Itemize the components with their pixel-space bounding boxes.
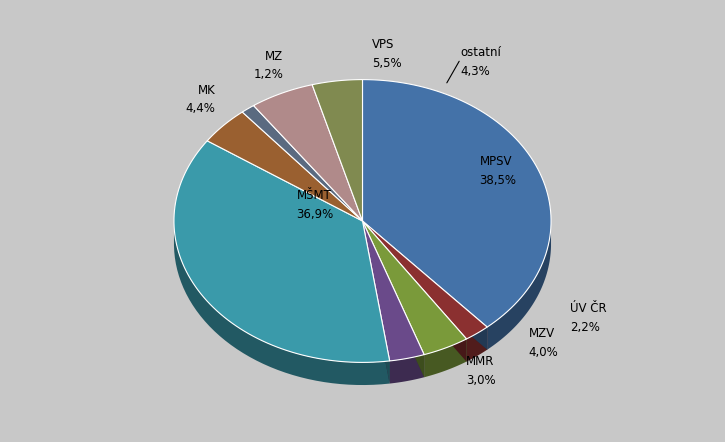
Polygon shape (362, 221, 389, 384)
Text: ostatní: ostatní (460, 46, 502, 59)
Polygon shape (362, 221, 424, 361)
Polygon shape (174, 223, 389, 385)
Polygon shape (362, 221, 487, 339)
Polygon shape (362, 80, 551, 327)
Polygon shape (207, 112, 362, 221)
Polygon shape (389, 354, 424, 384)
Text: ÚV ČR: ÚV ČR (570, 302, 607, 315)
Polygon shape (242, 106, 362, 221)
Polygon shape (362, 221, 389, 384)
Polygon shape (362, 221, 466, 354)
Polygon shape (424, 339, 466, 377)
Text: 4,3%: 4,3% (460, 65, 490, 78)
Polygon shape (362, 221, 487, 350)
Polygon shape (362, 221, 466, 362)
Polygon shape (254, 85, 362, 221)
Text: 1,2%: 1,2% (254, 69, 283, 81)
Text: 36,9%: 36,9% (297, 208, 334, 221)
Text: MŠMT: MŠMT (297, 189, 331, 202)
Polygon shape (174, 141, 389, 362)
Text: MMR: MMR (466, 355, 494, 368)
Polygon shape (466, 327, 487, 362)
Polygon shape (312, 80, 362, 221)
Polygon shape (362, 221, 424, 377)
Text: 4,4%: 4,4% (186, 103, 215, 115)
Text: MPSV: MPSV (479, 155, 512, 168)
Text: 2,2%: 2,2% (570, 321, 600, 334)
Text: 5,5%: 5,5% (372, 57, 402, 70)
Text: MZV: MZV (529, 327, 555, 340)
Polygon shape (362, 221, 487, 350)
Text: MK: MK (198, 84, 215, 96)
Text: 38,5%: 38,5% (479, 174, 516, 187)
Text: 4,0%: 4,0% (529, 346, 558, 358)
Text: VPS: VPS (372, 38, 394, 51)
Polygon shape (362, 221, 424, 377)
Polygon shape (362, 221, 466, 362)
Text: MZ: MZ (265, 50, 283, 63)
Polygon shape (487, 224, 551, 350)
Text: 3,0%: 3,0% (466, 374, 496, 387)
